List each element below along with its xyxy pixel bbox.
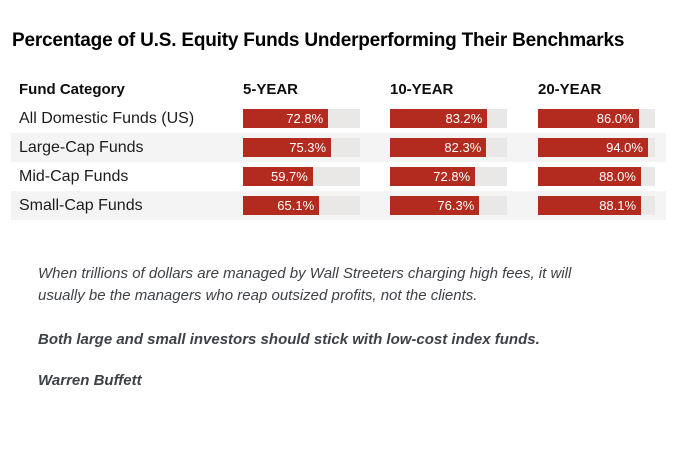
table-header-row: Fund Category 5-YEAR 10-YEAR 20-YEAR (11, 74, 666, 104)
bar-value: 59.7% (270, 169, 308, 184)
bar-value: 75.3% (289, 140, 327, 155)
bar-value: 72.8% (286, 111, 324, 126)
bar-value: 83.2% (445, 111, 483, 126)
column-header-5-year: 5-YEAR (243, 80, 299, 98)
column-header-20-year: 20-YEAR (538, 80, 602, 98)
bar-fill: 88.0% (538, 167, 641, 186)
row-label: Mid-Cap Funds (19, 167, 129, 185)
table-row: Large-Cap Funds 75.3% 82.3% 94.0% (11, 133, 666, 162)
funds-table: Fund Category 5-YEAR 10-YEAR 20-YEAR All… (11, 74, 666, 220)
bar-fill: 83.2% (390, 109, 488, 128)
chart-title: Percentage of U.S. Equity Funds Underper… (12, 30, 625, 51)
bar-value: 86.0% (596, 111, 634, 126)
bar-value: 76.3% (437, 198, 475, 213)
bar-value: 88.0% (599, 169, 636, 184)
bar-track: 76.3% (390, 196, 507, 215)
row-label: All Domestic Funds (US) (19, 109, 195, 127)
bar-fill: 86.0% (538, 109, 639, 128)
quote-emphasis: Both large and small investors should st… (38, 331, 540, 348)
bar-fill: 75.3% (243, 138, 332, 157)
table-row: Mid-Cap Funds 59.7% 72.8% 88.0% (11, 162, 666, 191)
bar-value: 82.3% (444, 140, 482, 155)
bar-track: 72.8% (243, 109, 360, 128)
quote-block: When trillions of dollars are managed by… (38, 263, 660, 392)
bar-track: 88.0% (538, 167, 655, 186)
bar-track: 72.8% (390, 167, 507, 186)
bar-track: 82.3% (390, 138, 507, 157)
bar-fill: 76.3% (390, 196, 480, 215)
bar-value: 65.1% (277, 198, 315, 213)
bar-fill: 82.3% (390, 138, 487, 157)
bar-track: 65.1% (243, 196, 360, 215)
bar-track: 75.3% (243, 138, 360, 157)
quote-attribution: Warren Buffett (38, 372, 142, 389)
row-label: Small-Cap Funds (19, 196, 143, 214)
quote-line-1: When trillions of dollars are managed by… (38, 265, 572, 282)
bar-value: 72.8% (433, 169, 471, 184)
bar-fill: 72.8% (243, 109, 329, 128)
bar-track: 88.1% (538, 196, 655, 215)
bar-value: 94.0% (606, 140, 643, 155)
column-header-10-year: 10-YEAR (390, 80, 454, 98)
column-header-fund-category: Fund Category (19, 80, 125, 98)
table-row: Small-Cap Funds 65.1% 76.3% 88.1% (11, 191, 666, 220)
bar-fill: 72.8% (390, 167, 476, 186)
bar-track: 86.0% (538, 109, 655, 128)
bar-fill: 65.1% (243, 196, 320, 215)
bar-fill: 94.0% (538, 138, 648, 157)
bar-track: 59.7% (243, 167, 360, 186)
quote-line-2: usually be the managers who reap outsize… (38, 287, 478, 304)
bar-track: 83.2% (390, 109, 507, 128)
bar-value: 88.1% (599, 198, 637, 213)
row-label: Large-Cap Funds (19, 138, 144, 156)
bar-fill: 59.7% (243, 167, 313, 186)
table-row: All Domestic Funds (US) 72.8% 83.2% 86.0… (11, 104, 666, 133)
bar-fill: 88.1% (538, 196, 642, 215)
bar-track: 94.0% (538, 138, 655, 157)
